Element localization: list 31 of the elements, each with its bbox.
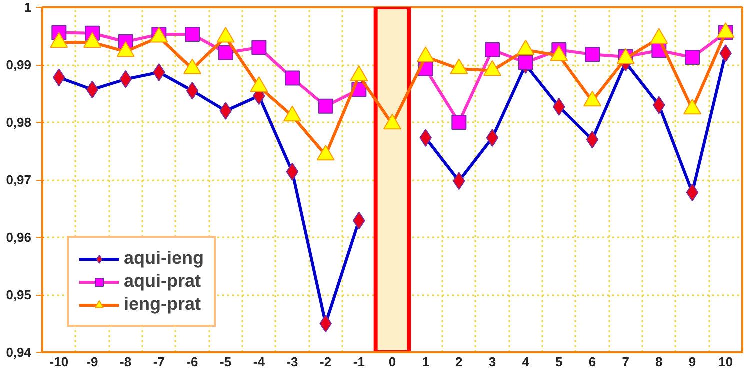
x-tick-label: -8: [120, 354, 132, 370]
x-tick-label: 3: [488, 354, 496, 370]
y-tick-label: 1: [24, 0, 32, 15]
y-tick-label: 0,96: [6, 230, 32, 245]
y-tick-label: 0,94: [6, 345, 32, 360]
x-tick-label: -3: [286, 354, 298, 370]
x-tick-label: -7: [153, 354, 165, 370]
x-tick-label: 8: [656, 354, 663, 370]
x-tick-label: -6: [186, 354, 198, 370]
x-tick-label: 9: [688, 354, 696, 370]
x-tick-label: 4: [522, 354, 530, 370]
x-tick-label: 7: [622, 354, 630, 370]
y-tick-label: 0,98: [6, 115, 32, 130]
x-tick-label: 0: [388, 354, 396, 370]
x-tick-label: 10: [718, 354, 734, 370]
x-tick-label: -9: [86, 354, 98, 370]
legend-label: aqui-prat: [124, 271, 202, 292]
x-tick-label: 1: [422, 354, 430, 370]
x-tick-label: 5: [556, 354, 563, 370]
x-tick-label: -1: [353, 354, 365, 370]
y-tick-label: 0,95: [6, 288, 32, 302]
y-tick-label: 0,99: [6, 58, 32, 72]
x-tick-label: -2: [320, 354, 332, 370]
y-tick-label: 0,97: [6, 172, 32, 188]
x-tick-label: -4: [253, 354, 266, 370]
x-tick-label: 6: [588, 354, 596, 370]
legend-label: ieng-prat: [124, 294, 202, 315]
x-tick-label: -5: [220, 354, 232, 370]
x-tick-label: 2: [456, 354, 463, 370]
x-tick-label: -10: [50, 354, 69, 370]
legend-label: aqui-ieng: [124, 248, 204, 269]
